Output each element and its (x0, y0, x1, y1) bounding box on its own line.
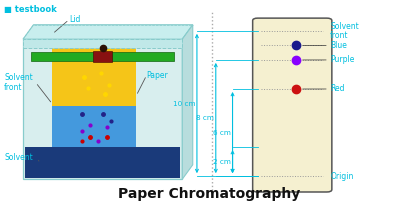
Text: Solvent
front: Solvent front (4, 73, 33, 92)
Bar (31, 52, 174, 61)
Text: Purple: Purple (330, 55, 354, 64)
Bar (52, 106, 136, 147)
Bar (25, 147, 180, 178)
Text: Red: Red (330, 84, 345, 94)
Text: 8 cm: 8 cm (196, 115, 214, 121)
Text: Origin: Origin (330, 172, 354, 181)
Polygon shape (23, 25, 193, 39)
FancyBboxPatch shape (253, 18, 332, 192)
Text: Solvent: Solvent (4, 153, 33, 162)
Bar (93, 51, 112, 62)
Text: Paper Chromatography: Paper Chromatography (119, 187, 300, 201)
Text: 2 cm: 2 cm (213, 159, 231, 165)
Bar (23, 39, 182, 48)
Polygon shape (182, 25, 193, 179)
Text: Paper: Paper (147, 71, 168, 80)
Text: ■ testbook: ■ testbook (4, 5, 57, 14)
Bar (23, 39, 182, 179)
Text: 10 cm: 10 cm (173, 101, 195, 107)
Text: Blue: Blue (330, 41, 347, 50)
Text: 6 cm: 6 cm (213, 130, 231, 136)
Text: Lid: Lid (69, 15, 80, 24)
Bar (52, 43, 136, 106)
Text: Solvent
front: Solvent front (330, 22, 359, 40)
